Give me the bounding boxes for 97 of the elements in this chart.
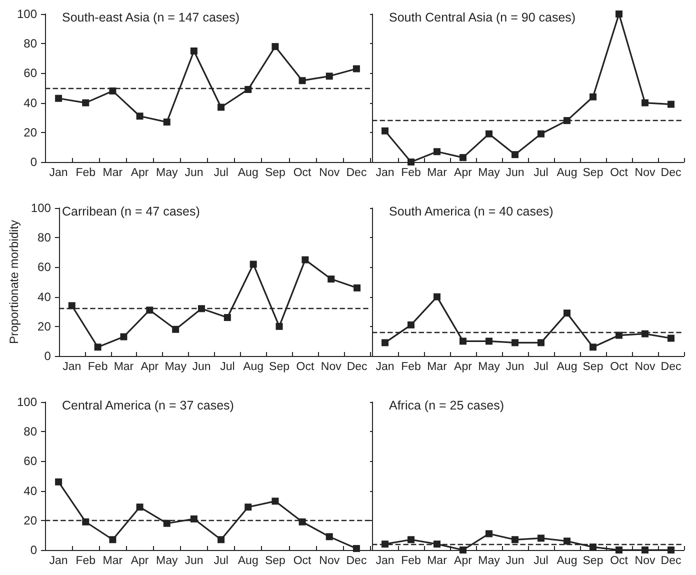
x-tick-label: Feb xyxy=(401,555,421,567)
x-tick-label: Oct xyxy=(610,555,629,567)
x-tick-label: Jun xyxy=(506,167,524,179)
y-tick-label: 60 xyxy=(24,454,38,468)
y-tick-label: 20 xyxy=(24,125,38,140)
chart-title: Carribean (n = 47 cases) xyxy=(62,204,200,218)
x-tick-label: Oct xyxy=(610,167,629,179)
x-tick-label: Oct xyxy=(296,361,315,373)
x-tick-label: Dec xyxy=(346,167,367,179)
x-tick-label: Oct xyxy=(293,555,312,567)
x-tick-label: May xyxy=(156,167,178,179)
x-tick-label: Aug xyxy=(243,361,264,373)
x-tick-label: Sep xyxy=(269,361,290,373)
y-tick-label: 20 xyxy=(38,319,52,334)
x-tick-label: Mar xyxy=(427,167,448,179)
x-tick-label: Apr xyxy=(130,555,149,567)
x-tick-label: Nov xyxy=(319,167,340,179)
chart-title: South America (n = 40 cases) xyxy=(389,204,554,218)
x-tick-label: May xyxy=(156,555,178,567)
x-tick-label: Jul xyxy=(220,361,235,373)
x-tick-label: May xyxy=(478,555,500,567)
x-tick-label: Mar xyxy=(102,555,123,567)
x-tick-label: Mar xyxy=(114,361,134,373)
x-tick-label: May xyxy=(478,167,500,179)
x-tick-label: Apr xyxy=(454,167,472,179)
y-tick-label: 80 xyxy=(38,230,52,245)
y-tick-label: 40 xyxy=(24,96,38,110)
x-tick-label: Jan xyxy=(376,361,394,373)
x-tick-label: Jul xyxy=(534,555,548,567)
x-tick-label: Nov xyxy=(319,555,340,567)
y-tick-label: 100 xyxy=(16,7,38,21)
y-axis-title: Proportionate morbidity xyxy=(7,220,21,344)
x-tick-label: Oct xyxy=(610,361,629,373)
x-tick-label: Aug xyxy=(556,555,578,567)
x-tick-label: May xyxy=(478,361,500,373)
x-tick-label: Feb xyxy=(76,167,96,179)
y-tick-label: 40 xyxy=(24,484,38,498)
x-tick-label: May xyxy=(164,361,187,373)
x-tick-label: Sep xyxy=(582,167,604,179)
x-tick-label: Aug xyxy=(238,555,258,567)
y-tick-label: 0 xyxy=(30,543,38,557)
x-tick-label: Apr xyxy=(130,167,149,179)
y-tick-label: 0 xyxy=(30,155,38,169)
x-tick-label: Dec xyxy=(660,167,682,179)
x-tick-label: Aug xyxy=(238,167,258,179)
x-tick-label: Mar xyxy=(427,555,448,567)
x-tick-label: Mar xyxy=(427,361,448,373)
x-tick-label: Jun xyxy=(184,555,204,567)
x-tick-label: Feb xyxy=(401,361,421,373)
x-tick-label: Jun xyxy=(192,361,211,373)
x-tick-label: Jul xyxy=(214,167,228,179)
x-tick-label: Dec xyxy=(660,555,682,567)
x-tick-label: Jan xyxy=(62,361,82,373)
x-tick-label: Aug xyxy=(556,361,578,373)
chart-title: South-east Asia (n = 147 cases) xyxy=(62,10,240,24)
y-tick-label: 80 xyxy=(24,36,38,51)
y-tick-label: 0 xyxy=(44,349,52,363)
y-tick-label: 60 xyxy=(24,66,38,80)
y-tick-label: 60 xyxy=(38,260,52,274)
x-tick-label: Jun xyxy=(506,361,524,373)
x-tick-label: Nov xyxy=(320,361,342,373)
x-tick-label: Apr xyxy=(454,361,472,373)
y-tick-label: 20 xyxy=(24,513,38,528)
chart-title: South Central Asia (n = 90 cases) xyxy=(389,10,576,24)
x-tick-label: Apr xyxy=(454,555,472,567)
x-tick-label: Aug xyxy=(556,167,578,179)
x-tick-label: Sep xyxy=(264,167,286,179)
x-tick-label: Jan xyxy=(49,167,68,179)
x-tick-label: Jan xyxy=(49,555,68,567)
x-tick-label: Nov xyxy=(634,167,656,179)
x-tick-label: Sep xyxy=(582,555,604,567)
x-tick-label: Sep xyxy=(264,555,286,567)
x-tick-label: Dec xyxy=(660,361,682,373)
chart-title: Central America (n = 37 cases) xyxy=(62,398,234,412)
x-tick-label: Jan xyxy=(376,555,394,567)
y-tick-label: 100 xyxy=(30,201,52,215)
x-tick-label: Sep xyxy=(582,361,604,373)
y-tick-label: 80 xyxy=(24,424,38,439)
x-tick-label: Apr xyxy=(140,361,159,373)
x-tick-label: Jun xyxy=(506,555,524,567)
x-tick-label: Feb xyxy=(76,555,96,567)
x-tick-label: Dec xyxy=(346,555,367,567)
x-tick-label: Jul xyxy=(534,167,548,179)
x-tick-label: Jun xyxy=(184,167,204,179)
x-tick-label: Dec xyxy=(346,361,368,373)
x-tick-label: Jul xyxy=(214,555,228,567)
y-tick-label: 100 xyxy=(16,395,38,409)
x-tick-label: Oct xyxy=(293,167,312,179)
x-tick-label: Mar xyxy=(102,167,123,179)
chart-title: Africa (n = 25 cases) xyxy=(389,398,504,412)
x-tick-label: Nov xyxy=(634,555,656,567)
x-tick-label: Jan xyxy=(376,167,394,179)
x-tick-label: Nov xyxy=(634,361,656,373)
x-tick-label: Feb xyxy=(88,361,108,373)
x-tick-label: Jul xyxy=(534,361,548,373)
y-tick-label: 40 xyxy=(38,290,52,304)
x-tick-label: Feb xyxy=(401,167,421,179)
